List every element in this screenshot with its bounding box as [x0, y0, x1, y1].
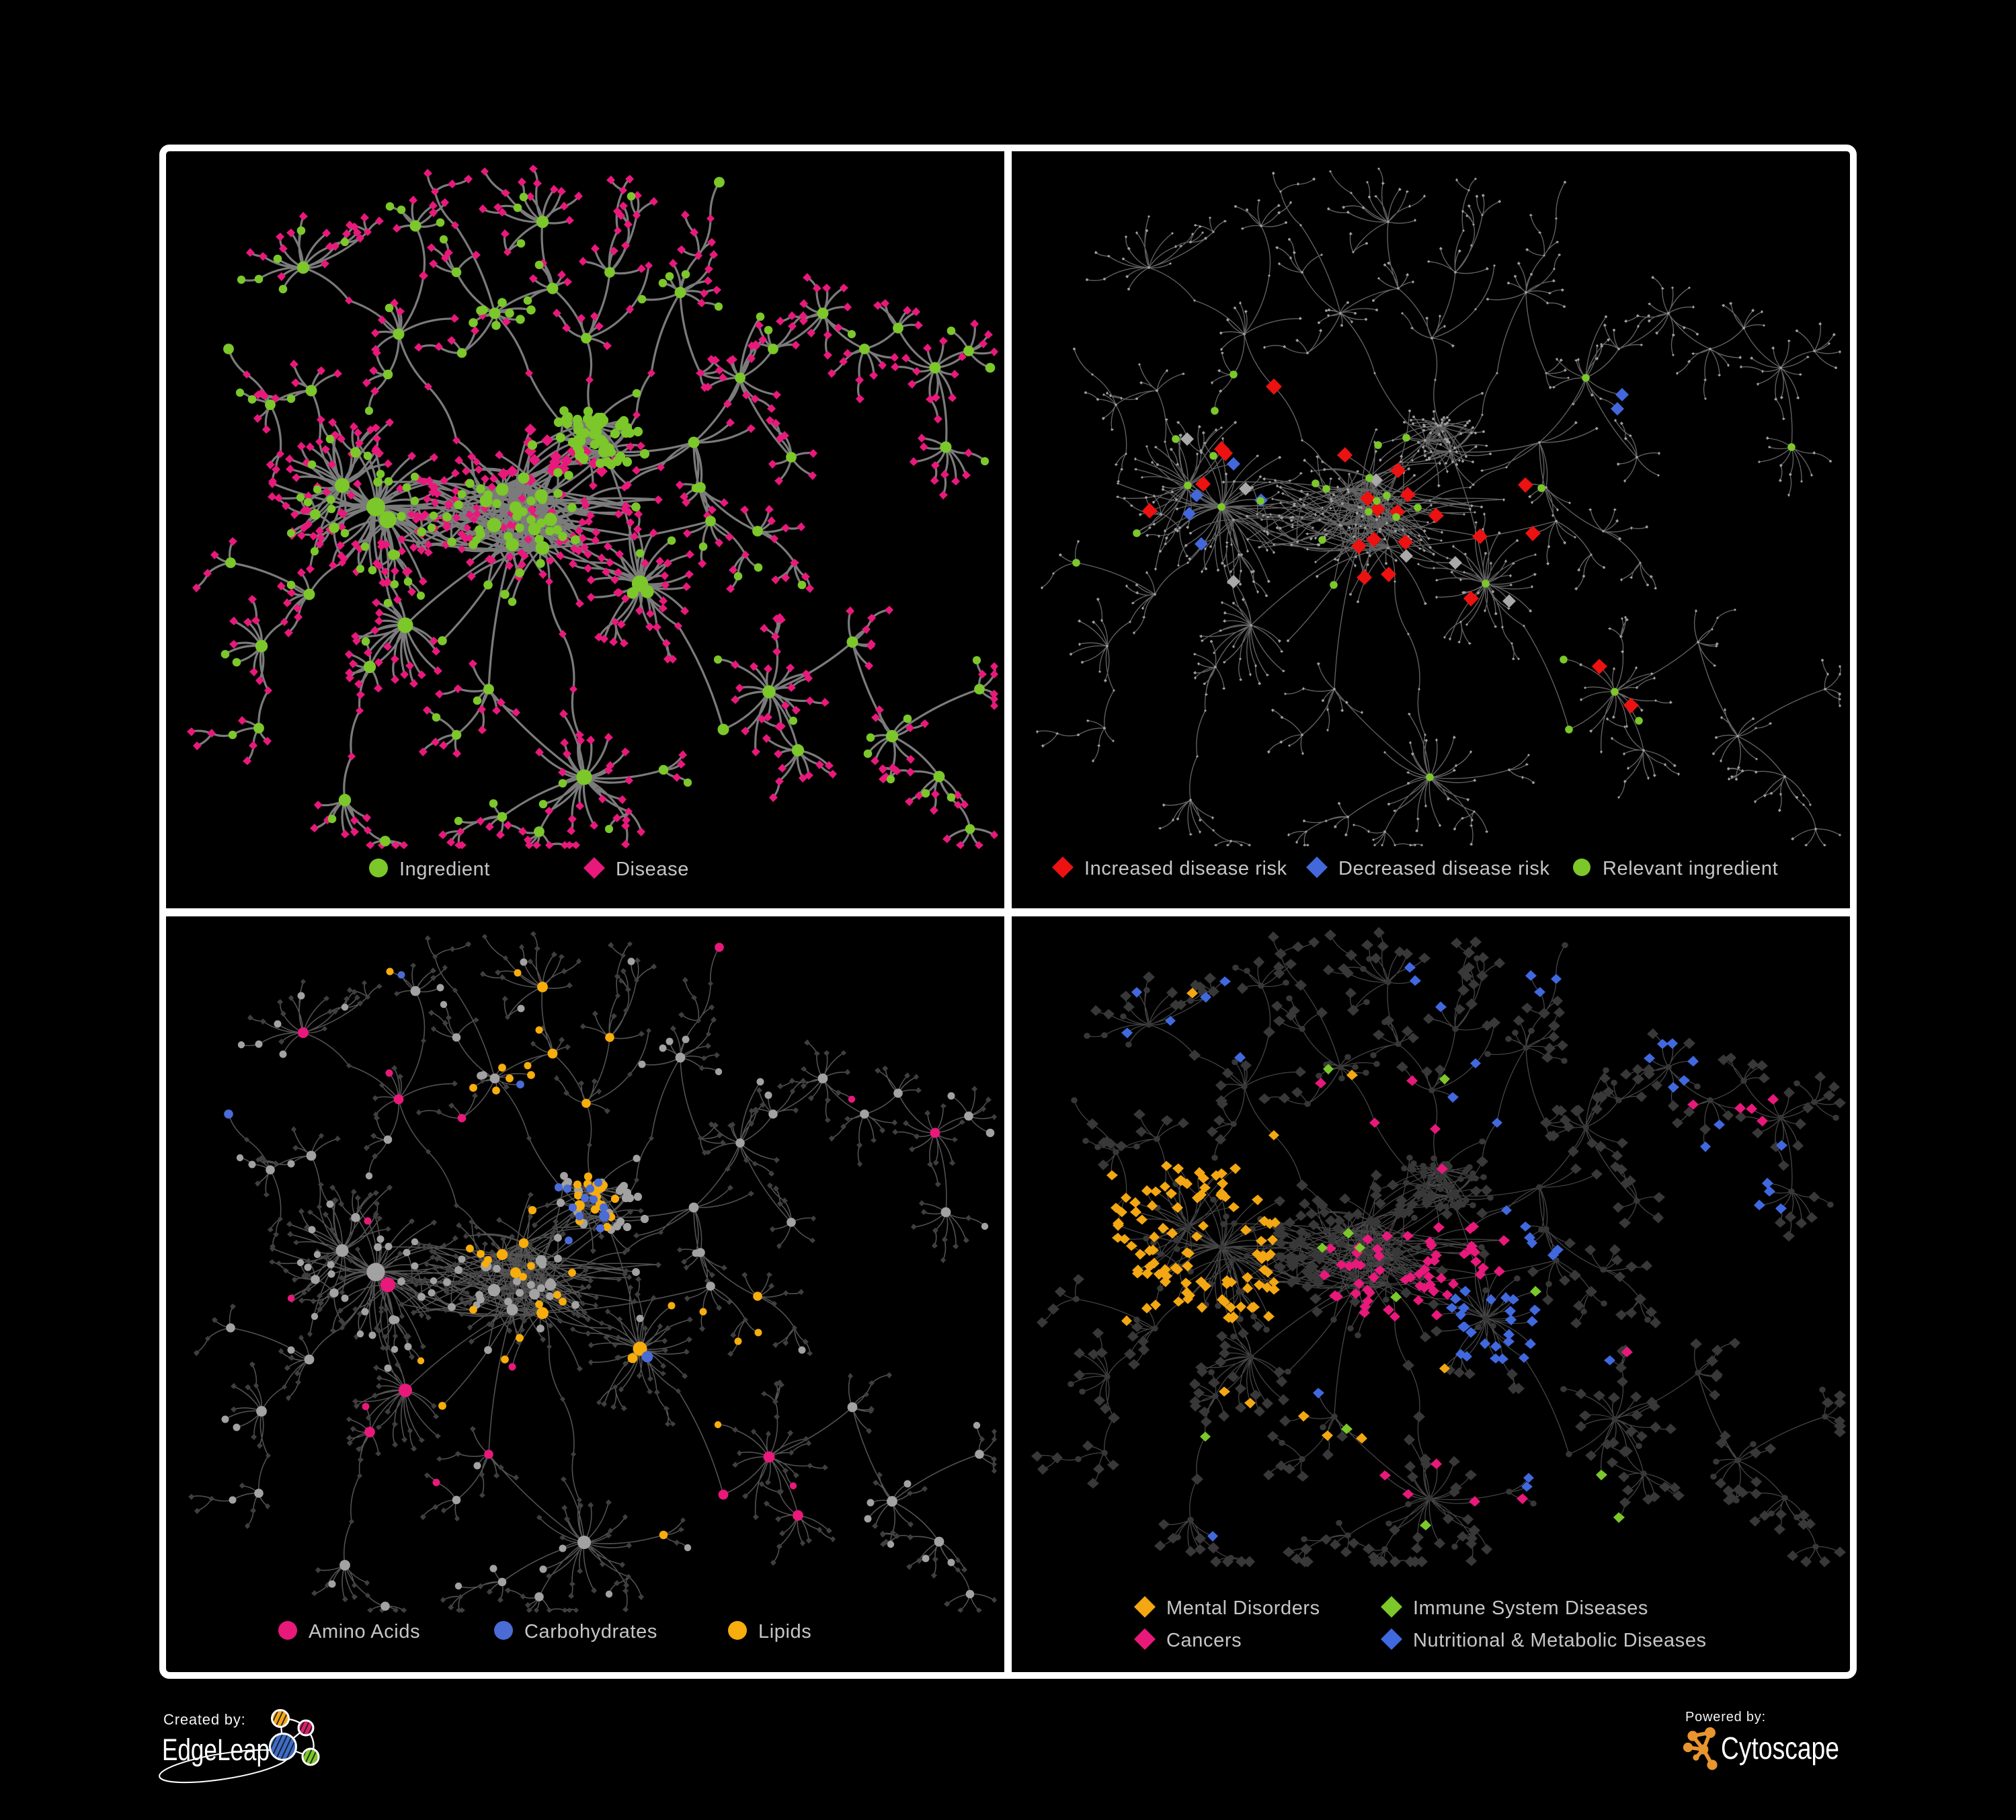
svg-text:Powered by:: Powered by:	[1685, 1710, 1766, 1725]
svg-text:Relevant ingredient: Relevant ingredient	[1603, 858, 1778, 879]
svg-text:Carbohydrates: Carbohydrates	[524, 1621, 657, 1643]
svg-text:Immune System Diseases: Immune System Diseases	[1413, 1597, 1648, 1619]
svg-text:Disease: Disease	[616, 859, 689, 880]
svg-text:Cytoscape: Cytoscape	[1721, 1731, 1839, 1766]
svg-text:Amino Acids: Amino Acids	[309, 1621, 420, 1643]
svg-text:Decreased disease risk: Decreased disease risk	[1338, 858, 1550, 879]
svg-text:Ingredient: Ingredient	[399, 859, 490, 880]
svg-text:Lipids: Lipids	[758, 1621, 811, 1643]
svg-text:Created by:: Created by:	[163, 1711, 246, 1728]
svg-text:Cancers: Cancers	[1166, 1630, 1242, 1651]
svg-text:Nutritional & Metabolic Diseas: Nutritional & Metabolic Diseases	[1413, 1630, 1707, 1651]
svg-text:Increased disease risk: Increased disease risk	[1084, 858, 1287, 879]
svg-text:Mental Disorders: Mental Disorders	[1166, 1597, 1320, 1619]
